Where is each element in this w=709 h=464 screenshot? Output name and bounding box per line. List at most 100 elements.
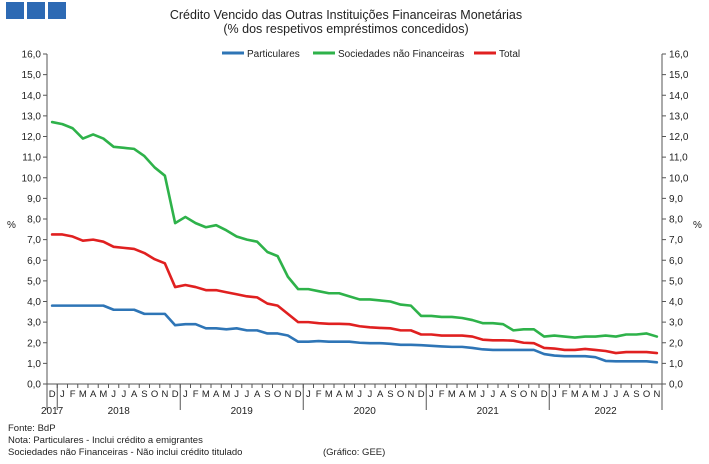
y-tick-label-right: 8,0 <box>669 215 683 226</box>
x-tick-label-month: S <box>510 389 516 400</box>
y-tick-label-right: 16,0 <box>669 50 689 61</box>
x-tick-label-year: 2018 <box>108 406 131 417</box>
y-tick-label-right: 6,0 <box>669 256 683 267</box>
x-tick-label-month: O <box>643 389 650 400</box>
y-tick-label-left: 16,0 <box>22 50 42 61</box>
axes: 0,0 0,0 1,0 1,0 2,0 2,0 3,0 3,0 4,0 4,0 5,0 5,0 6,0 6… <box>22 50 689 391</box>
x-tick-label-month: A <box>377 389 384 400</box>
x-tick-label-month: O <box>397 389 404 400</box>
x-tick-label-month: N <box>161 389 168 400</box>
legend: Particulares Sociedades não Financeiras To… <box>222 49 520 60</box>
series-layer <box>50 120 659 364</box>
y-axis-label-left: % <box>7 220 16 231</box>
y-tick-label-right: 1,0 <box>669 359 683 370</box>
chart-credit: (Gráfico: GEE) <box>323 447 385 458</box>
y-tick-label-left: 5,0 <box>27 276 41 287</box>
x-tick-label-year: 2020 <box>354 406 377 417</box>
logo-square <box>48 2 66 19</box>
x-tick-label-month: F <box>70 389 76 400</box>
x-tick-label-month: J <box>306 389 311 400</box>
x-tick-label-month: D <box>295 389 302 400</box>
x-tick-label-month: D <box>172 389 179 400</box>
x-tick-label-month: J <box>60 389 65 400</box>
x-tick-label-month: F <box>562 389 568 400</box>
x-tick-label-month: J <box>368 389 373 400</box>
y-tick-label-right: 13,0 <box>669 111 689 122</box>
y-tick-label-left: 12,0 <box>22 132 42 143</box>
x-tick-label-month: J <box>552 389 557 400</box>
y-tick-label-right: 7,0 <box>669 235 683 246</box>
x-tick-label-month: N <box>407 389 414 400</box>
legend-label: Total <box>499 49 520 60</box>
y-tick-label-right: 5,0 <box>669 276 683 287</box>
x-tick-label-month: A <box>623 389 630 400</box>
logo-square <box>6 2 24 19</box>
x-tick-label-month: A <box>213 389 220 400</box>
x-tick-label-month: J <box>122 389 127 400</box>
y-tick-label-left: 1,0 <box>27 359 41 370</box>
x-tick-label-month: M <box>591 389 599 400</box>
y-tick-label-right: 12,0 <box>669 132 689 143</box>
x-tick-label-month: J <box>614 389 619 400</box>
x-tick-label-month: M <box>571 389 579 400</box>
chart-title: Crédito Vencido das Outras Instituições … <box>170 8 522 22</box>
x-tick-label-month: M <box>79 389 87 400</box>
chart-subtitle: (% dos respetivos empréstimos concedidos… <box>223 22 468 36</box>
y-tick-label-right: 0,0 <box>669 380 683 391</box>
x-tick-label-month: J <box>491 389 496 400</box>
x-tick-label-month: D <box>541 389 548 400</box>
x-tick-label-month: J <box>429 389 434 400</box>
x-tick-label-month: J <box>245 389 250 400</box>
logo <box>6 2 66 19</box>
y-tick-label-left: 9,0 <box>27 194 41 205</box>
x-tick-label-month: J <box>603 389 608 400</box>
y-tick-label-left: 13,0 <box>22 111 42 122</box>
logo-square <box>27 2 45 19</box>
y-tick-label-right: 14,0 <box>669 91 689 102</box>
y-tick-label-right: 15,0 <box>669 70 689 81</box>
x-tick-label-month: M <box>99 389 107 400</box>
x-tick-label-month: J <box>234 389 239 400</box>
x-tick-label-month: M <box>468 389 476 400</box>
y-tick-label-left: 10,0 <box>22 173 42 184</box>
x-tick-label-month: M <box>222 389 230 400</box>
y-tick-label-left: 14,0 <box>22 91 42 102</box>
legend-label: Sociedades não Financeiras <box>338 49 464 60</box>
y-tick-label-left: 11,0 <box>22 153 41 164</box>
y-tick-label-right: 11,0 <box>669 153 688 164</box>
x-tick-label-month: S <box>387 389 393 400</box>
y-tick-label-right: 10,0 <box>669 173 689 184</box>
x-tick-label-month: N <box>284 389 291 400</box>
x-tick-label-month: A <box>459 389 466 400</box>
x-tick-label-month: D <box>418 389 425 400</box>
note-particulares: Nota: Particulares - Inclui crédito a em… <box>8 435 203 446</box>
y-tick-label-left: 6,0 <box>27 256 41 267</box>
y-tick-label-right: 2,0 <box>669 338 683 349</box>
y-tick-label-left: 7,0 <box>27 235 41 246</box>
x-tick-label-month: N <box>653 389 660 400</box>
x-tick-label-month: O <box>151 389 158 400</box>
x-tick-label-month: J <box>480 389 485 400</box>
x-tick-label-year: 2019 <box>231 406 254 417</box>
x-tick-label-month: F <box>439 389 445 400</box>
x-tick-label-year: 2021 <box>477 406 500 417</box>
x-tick-label-month: O <box>520 389 527 400</box>
x-tick-label-month: M <box>345 389 353 400</box>
x-tick-label-month: M <box>202 389 210 400</box>
legend-label: Particulares <box>247 49 300 60</box>
x-tick-label-year: 2017 <box>41 406 64 417</box>
y-tick-label-right: 3,0 <box>669 318 683 329</box>
y-tick-label-right: 4,0 <box>669 297 683 308</box>
series-line-sociedades-n-o-financeiras <box>50 120 659 339</box>
x-tick-label-month: D <box>49 389 56 400</box>
x-tick-label-month: S <box>141 389 147 400</box>
x-tick-label-month: A <box>131 389 138 400</box>
x-tick-label-month: N <box>530 389 537 400</box>
x-tick-label-month: S <box>633 389 639 400</box>
x-tick-label-month: F <box>316 389 322 400</box>
y-tick-label-right: 9,0 <box>669 194 683 205</box>
y-tick-label-left: 3,0 <box>27 318 41 329</box>
x-tick-label-month: M <box>448 389 456 400</box>
